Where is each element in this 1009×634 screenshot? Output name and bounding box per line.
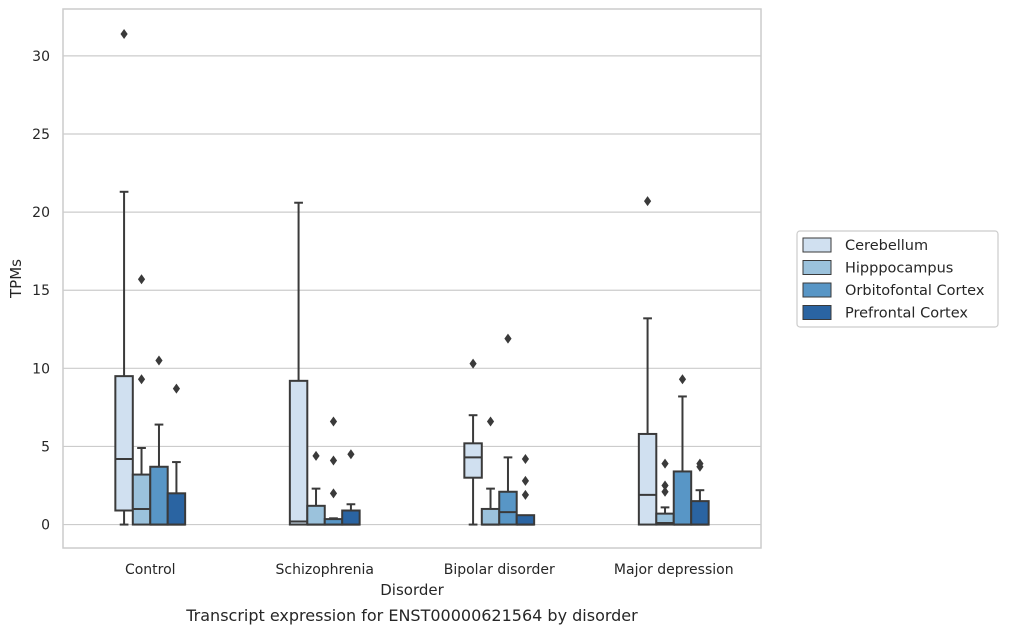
plot-frame [62, 8, 762, 549]
legend-label: Hipppocampus [845, 261, 953, 277]
box-1-0 [288, 201, 309, 526]
outlier-point [329, 416, 338, 427]
outlier-point [661, 480, 669, 491]
legend-label: Prefrontal Cortex [845, 306, 968, 322]
outlier-point [678, 374, 687, 385]
legend-swatch [802, 260, 832, 275]
box-0-2 [149, 355, 169, 526]
box-body [672, 470, 693, 526]
outlier-point [661, 486, 669, 497]
box-2-2 [498, 333, 518, 526]
outlier-point [312, 450, 320, 461]
box-0-1 [131, 274, 152, 526]
outlier-point [696, 458, 704, 469]
x-tick-label: Schizophrenia [276, 562, 374, 578]
y-tick-label: 5 [41, 439, 50, 455]
box-3-0 [637, 196, 658, 526]
outlier-point [469, 358, 477, 369]
y-axis-label: TPMs [7, 259, 25, 299]
box-body [149, 465, 169, 526]
legend-swatch [802, 237, 832, 253]
box-body [306, 504, 326, 526]
y-tick-label: 0 [41, 518, 50, 534]
outlier-point [521, 453, 530, 464]
legend: Cerebellum Hipppocampus Orbitofontal Corte… [796, 230, 999, 328]
outlier-point [504, 333, 512, 344]
box-body [463, 442, 483, 479]
y-tick-label: 15 [32, 283, 50, 299]
outlier-point [661, 458, 669, 469]
outlier-point [137, 374, 146, 385]
box-series [114, 28, 710, 526]
outlier-point [643, 196, 652, 207]
outlier-point [120, 28, 128, 39]
box-0-3 [166, 383, 187, 526]
box-plot-chart: 0 5 10 15 20 25 30 Control Schizophrenia Bipolar … [7, 8, 999, 599]
y-tick-label: 10 [32, 361, 50, 377]
y-tick-label: 20 [32, 205, 50, 221]
outlier-point [329, 455, 338, 466]
box-body [114, 375, 134, 512]
box-1-3 [341, 449, 361, 526]
x-tick-label: Control [125, 562, 176, 578]
legend-label: Orbitofontal Cortex [845, 283, 985, 299]
box-3-2 [672, 374, 693, 526]
box-body [480, 507, 501, 526]
box-body [498, 490, 518, 526]
legend-frame [796, 230, 999, 328]
box-body [515, 514, 536, 526]
axes: 0 5 10 15 20 25 30 Control Schizophrenia Bipolar … [32, 8, 762, 578]
box-3-3 [690, 458, 710, 526]
box-body [131, 473, 152, 526]
box-3-1 [655, 458, 675, 526]
outlier-point [172, 383, 181, 394]
box-0-0 [114, 28, 134, 526]
outlier-point [521, 489, 530, 500]
x-tick-label: Major depression [614, 562, 734, 578]
box-body [166, 492, 187, 526]
box-body [637, 432, 658, 526]
gridlines [63, 55, 761, 526]
outlier-point [347, 449, 355, 460]
outlier-point [155, 355, 163, 366]
chart-caption: Transcript expression for ENST0000062156… [186, 606, 638, 625]
legend-label: Cerebellum [845, 238, 928, 254]
box-1-2 [323, 416, 344, 526]
outlier-point [329, 488, 338, 499]
box-1-1 [306, 450, 326, 526]
box-2-0 [463, 358, 483, 526]
outlier-point [137, 274, 146, 285]
legend-swatch [802, 282, 832, 298]
outlier-point [521, 475, 530, 486]
x-axis-label: Disorder [380, 581, 444, 599]
outlier-point [486, 416, 495, 427]
legend-swatch [802, 305, 832, 320]
x-tick-label: Bipolar disorder [444, 562, 555, 578]
box-body [288, 379, 309, 526]
y-tick-label: 25 [32, 127, 50, 143]
y-tick-label: 30 [32, 49, 50, 65]
box-2-3 [515, 453, 536, 526]
box-body [690, 500, 710, 526]
box-body [341, 509, 361, 526]
box-2-1 [480, 416, 501, 526]
